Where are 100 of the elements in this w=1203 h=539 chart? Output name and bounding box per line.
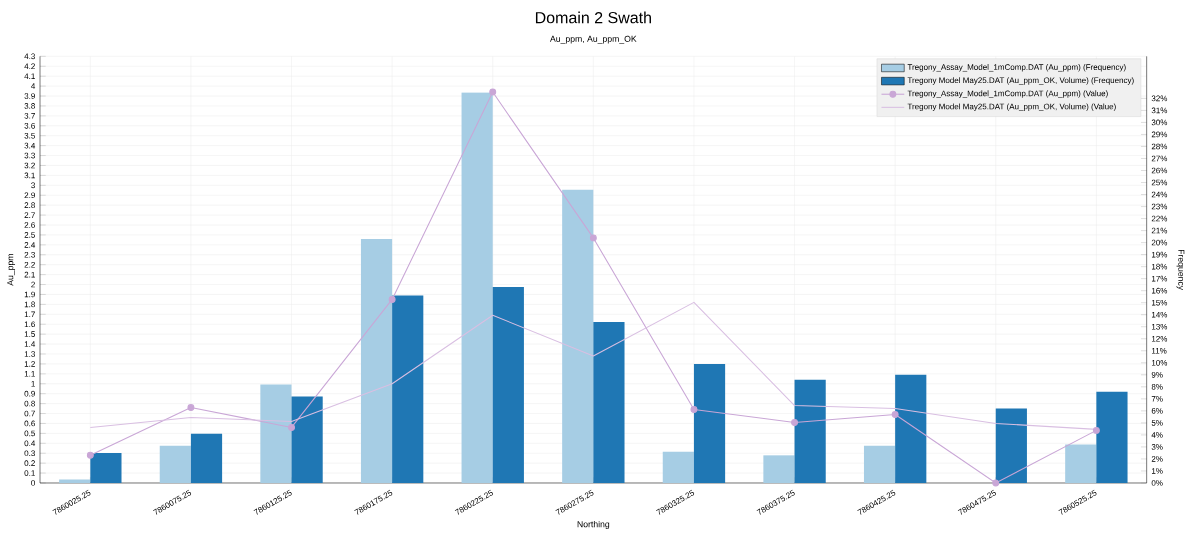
y2-tick-label: 21%: [1151, 227, 1168, 234]
bar: [1096, 391, 1128, 483]
y2-tick-label: 15%: [1151, 299, 1168, 306]
y2-tick-label: 30%: [1151, 119, 1168, 126]
y-tick-label: 3.9: [24, 93, 35, 99]
y-tick-label: 2.7: [24, 212, 35, 218]
y-tick-label: 1.7: [24, 311, 35, 318]
y2-tick-label: 8%: [1151, 384, 1163, 390]
y-tick-label: 0.6: [24, 420, 35, 427]
y2-tick-label: 4%: [1151, 432, 1163, 438]
y-tick-label: 2: [31, 281, 35, 288]
bar: [662, 451, 694, 483]
y2-tick-label: 1%: [1151, 468, 1163, 474]
y2-tick-label: 29%: [1151, 131, 1168, 138]
y-tick-label: 2.8: [24, 202, 35, 208]
point: [791, 418, 799, 426]
point: [891, 411, 899, 418]
bar: [260, 384, 292, 483]
y2-tick-label: 9%: [1151, 371, 1163, 378]
y-tick-label: 2.4: [24, 242, 36, 248]
y-tick-label: 3.2: [24, 162, 35, 169]
point: [388, 295, 396, 303]
bar: [90, 452, 122, 483]
y-tick-label: 1.4: [24, 341, 36, 347]
y-tick-label: 2.9: [24, 192, 35, 199]
y-tick-label: 2.6: [24, 222, 35, 228]
bar: [763, 455, 795, 483]
y2-tick-label: 12%: [1151, 335, 1168, 342]
y2-tick-label: 18%: [1151, 263, 1168, 270]
bar: [863, 445, 896, 483]
bar: [159, 445, 191, 483]
y2-tick-label: 6%: [1151, 408, 1163, 414]
y2-tick-label: 19%: [1151, 251, 1168, 258]
y2-tick-label: 5%: [1151, 420, 1163, 426]
bar: [360, 239, 393, 483]
bar: [59, 479, 91, 483]
y-tick-label: 1.9: [24, 291, 35, 298]
legend-label: Tregony Model May25.DAT (Au_ppm_OK, Volume) (Value): [907, 103, 1116, 111]
y-tick-label: 4: [31, 83, 36, 89]
bar: [190, 433, 223, 483]
legend-label: Tregony_Assay_Model_1mComp.DAT (Au_ppm) (Frequency): [907, 64, 1126, 72]
bar: [1065, 444, 1097, 483]
y2-tick-label: 26%: [1151, 167, 1168, 174]
y-tick-label: 0.8: [24, 400, 35, 407]
y-tick-label: 0: [31, 480, 35, 486]
y-tick-label: 1.2: [24, 361, 35, 367]
y2-tick-label: 17%: [1151, 275, 1168, 282]
y-tick-label: 1.3: [24, 351, 35, 357]
y-tick-label: 3.5: [24, 132, 35, 139]
legend-label: Tregony Model May25.DAT (Au_ppm_OK, Volume) (Frequency): [907, 77, 1134, 85]
point: [589, 234, 597, 242]
y-tick-label: 4.1: [24, 73, 35, 79]
x-axis-title: Northing: [577, 520, 610, 529]
point: [288, 423, 295, 431]
y-tick-label: 1.6: [24, 321, 35, 328]
bar: [291, 396, 323, 483]
bar: [392, 295, 424, 483]
y-tick-label: 0.1: [24, 470, 35, 476]
y2-tick-label: 22%: [1151, 215, 1168, 222]
y-tick-label: 3.8: [24, 103, 35, 109]
y-tick-label: 1.8: [24, 301, 35, 308]
y-tick-label: 0.3: [24, 450, 35, 457]
y-tick-label: 0.5: [24, 430, 35, 437]
y2-tick-label: 23%: [1151, 203, 1168, 210]
y-axis-title: Au_ppm: [7, 254, 16, 286]
y2-tick-label: 0%: [1151, 480, 1163, 486]
bar: [562, 189, 594, 483]
point: [187, 404, 195, 412]
bar: [895, 374, 927, 483]
y-tick-label: 3.7: [24, 113, 35, 119]
point: [86, 451, 94, 459]
point: [1092, 426, 1100, 434]
bar: [794, 379, 826, 483]
y2-tick-label: 7%: [1151, 396, 1163, 402]
y-tick-label: 4.3: [24, 53, 35, 60]
legend-label: Tregony_Assay_Model_1mComp.DAT (Au_ppm) (Value): [907, 90, 1108, 98]
y-tick-label: 0.7: [24, 410, 35, 417]
y-tick-label: 3.1: [24, 172, 35, 179]
y2-tick-label: 13%: [1151, 323, 1168, 330]
y-tick-label: 0.9: [24, 390, 35, 397]
y2-tick-label: 2%: [1151, 456, 1163, 462]
y-tick-label: 3.3: [24, 152, 35, 159]
y-tick-label: 2.3: [24, 251, 35, 258]
y2-tick-label: 3%: [1151, 444, 1163, 450]
bar: [995, 408, 1027, 483]
bar: [593, 321, 625, 483]
y-tick-label: 0.2: [24, 460, 35, 466]
chart-title: Domain 2 Swath: [535, 11, 651, 24]
y2-tick-label: 14%: [1151, 311, 1168, 318]
y2-tick-label: 27%: [1151, 155, 1168, 162]
y-tick-label: 1.5: [24, 331, 35, 337]
point: [690, 406, 698, 414]
y2-tick-label: 24%: [1151, 191, 1168, 198]
y-tick-label: 2.2: [24, 261, 35, 268]
point: [992, 479, 1000, 487]
chart-subtitle: Au_ppm, Au_ppm_OK: [550, 35, 637, 44]
y-tick-label: 0.4: [24, 440, 36, 447]
y2-tick-label: 28%: [1151, 143, 1168, 150]
y-tick-label: 3: [31, 182, 35, 189]
y-tick-label: 2.5: [24, 232, 35, 238]
